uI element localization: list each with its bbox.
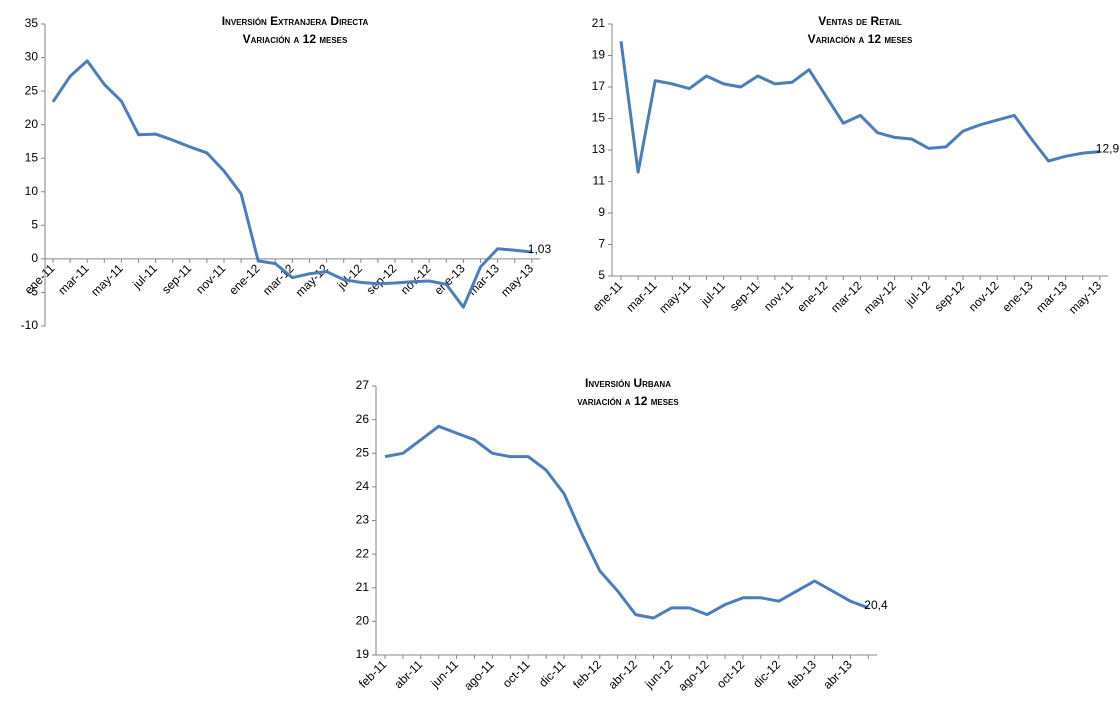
x-tick-label: dic-12 xyxy=(750,657,783,690)
x-tick-label: dic-11 xyxy=(536,657,569,690)
chart-title: Inversión Extranjera Directa xyxy=(222,14,369,28)
x-tick-label: may-12 xyxy=(293,261,331,299)
y-tick-label: 19 xyxy=(356,647,370,661)
x-tick-label: mar-12 xyxy=(828,278,865,315)
x-tick-label: jul-12 xyxy=(902,278,934,310)
x-tick-label: ene-12 xyxy=(226,261,263,298)
x-tick-label: ene-13 xyxy=(999,278,1036,315)
x-tick-label: mar-11 xyxy=(55,261,91,297)
y-tick-label: 17 xyxy=(592,79,606,93)
x-tick-label: ene-12 xyxy=(794,278,831,315)
x-tick-label: oct-11 xyxy=(500,657,533,690)
x-tick-label: mar-13 xyxy=(1033,278,1070,315)
chart-subtitle: Variación a 12 meses xyxy=(808,32,913,46)
y-tick-label: 11 xyxy=(593,174,606,188)
y-tick-label: 25 xyxy=(356,445,370,459)
y-tick-label: 0 xyxy=(31,251,38,265)
x-tick-label: jun-12 xyxy=(642,657,676,691)
x-tick-label: ene-13 xyxy=(431,261,468,298)
x-tick-label: sep-12 xyxy=(364,261,400,297)
x-tick-label: abr-12 xyxy=(606,657,641,692)
chart-subtitle: variación a 12 meses xyxy=(577,394,679,408)
x-tick-label: ene-11 xyxy=(590,278,626,314)
x-tick-label: oct-12 xyxy=(714,657,748,691)
y-tick-label: 7 xyxy=(598,237,605,251)
chart-title: Inversión Urbana xyxy=(585,376,671,390)
y-tick-label: 5 xyxy=(31,218,38,232)
y-tick-label: 21 xyxy=(356,580,370,594)
x-tick-label: jun-11 xyxy=(427,657,461,691)
x-tick-label: may-13 xyxy=(498,261,536,299)
y-tick-label: 21 xyxy=(592,16,606,30)
data-label: 12,9 xyxy=(1096,142,1120,156)
x-tick-label: nov-11 xyxy=(761,278,796,313)
y-tick-label: 25 xyxy=(25,83,39,97)
data-label: 1,03 xyxy=(528,242,552,256)
x-tick-label: sep-12 xyxy=(932,278,968,314)
y-tick-label: -5 xyxy=(27,285,38,299)
y-tick-label: 23 xyxy=(356,513,370,527)
x-tick-label: may-11 xyxy=(656,278,694,316)
x-tick-label: nov-12 xyxy=(966,278,1002,314)
x-tick-label: jul-11 xyxy=(129,261,160,292)
y-tick-label: 20 xyxy=(25,117,39,131)
x-tick-label: nov-12 xyxy=(398,261,434,297)
y-tick-label: 20 xyxy=(356,614,370,628)
y-tick-label: 19 xyxy=(592,48,606,62)
y-tick-label: 24 xyxy=(356,479,370,493)
x-tick-label: ago-11 xyxy=(461,657,497,693)
y-tick-label: 15 xyxy=(592,111,606,125)
data-line xyxy=(384,424,869,620)
chart-title: Ventas de Retail xyxy=(818,14,902,28)
x-tick-label: may-13 xyxy=(1066,278,1104,316)
data-label: 20,4 xyxy=(864,598,888,612)
x-tick-label: may-12 xyxy=(861,278,899,316)
y-tick-label: 30 xyxy=(25,50,39,64)
y-tick-label: 22 xyxy=(356,546,370,560)
x-tick-label: sep-11 xyxy=(727,278,762,313)
y-tick-label: 9 xyxy=(598,205,605,219)
x-tick-label: mar-11 xyxy=(623,278,659,314)
x-tick-label: abr-11 xyxy=(391,657,425,691)
data-line xyxy=(51,59,532,309)
y-tick-label: 26 xyxy=(356,412,370,426)
y-tick-label: 35 xyxy=(25,16,39,30)
y-tick-label: 10 xyxy=(25,184,39,198)
y-tick-label: 15 xyxy=(25,150,39,164)
x-tick-label: ene-11 xyxy=(22,261,58,297)
data-line xyxy=(619,41,1100,174)
x-tick-label: abr-13 xyxy=(820,657,855,692)
x-tick-label: ago-12 xyxy=(675,657,712,694)
x-tick-label: feb-12 xyxy=(570,657,604,691)
x-tick-label: jul-11 xyxy=(697,278,728,309)
y-tick-label: 27 xyxy=(356,378,370,392)
y-tick-label: -10 xyxy=(21,318,39,332)
y-tick-label: 13 xyxy=(592,142,606,156)
x-tick-label: feb-11 xyxy=(356,657,390,691)
x-tick-label: sep-11 xyxy=(159,261,194,296)
x-tick-label: nov-11 xyxy=(193,261,228,296)
chart-subtitle: Variación a 12 meses xyxy=(243,32,348,46)
x-tick-label: may-11 xyxy=(88,261,126,299)
x-tick-label: feb-13 xyxy=(785,657,819,691)
y-tick-label: 5 xyxy=(598,268,605,282)
